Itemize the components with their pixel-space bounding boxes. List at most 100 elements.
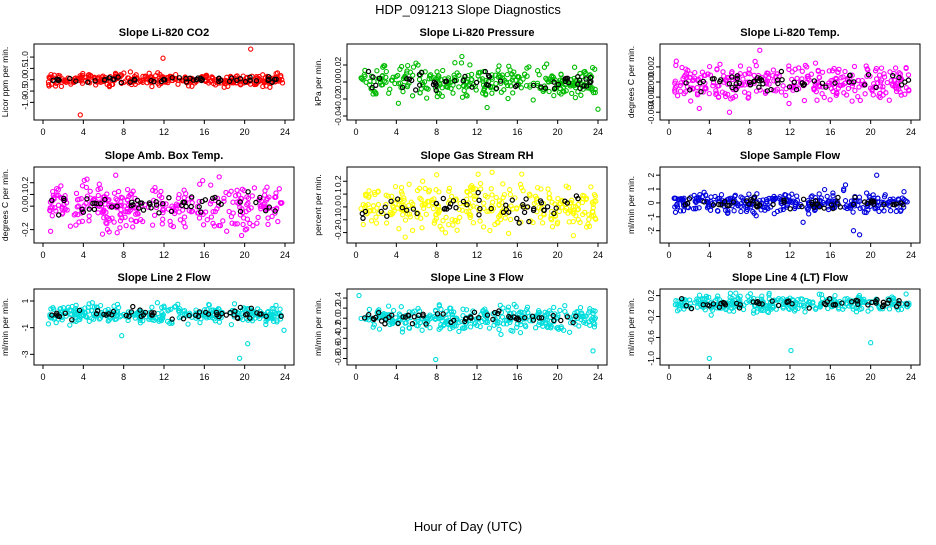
data-point — [434, 69, 440, 75]
data-point — [484, 319, 491, 326]
reference-point — [216, 313, 222, 320]
data-point — [67, 223, 74, 229]
reference-point — [176, 75, 183, 81]
reference-point — [148, 205, 154, 211]
panel-8: Slope Line 3 Flow ml/min per min. 0 4 8 12 16 2… — [313, 272, 608, 382]
y-tick-label: -0.2 — [20, 222, 30, 237]
data-point — [457, 214, 463, 221]
x-tick-label: 8 — [121, 127, 126, 137]
x-tick-label: 20 — [240, 372, 250, 382]
data-point — [244, 216, 251, 222]
reference-point — [779, 77, 785, 83]
x-tick-label: 24 — [280, 127, 290, 137]
data-point — [206, 302, 212, 308]
data-point — [828, 85, 834, 92]
reference-point — [581, 83, 587, 89]
reference-point — [138, 313, 144, 319]
y-axis-label: ml/min per min. — [313, 298, 323, 356]
reference-point — [471, 309, 478, 315]
data-point — [366, 188, 372, 194]
data-point — [532, 325, 539, 331]
reference-point — [829, 202, 835, 208]
reference-point — [73, 78, 79, 84]
data-point — [835, 85, 842, 91]
data-point — [566, 329, 573, 335]
x-tick-label: 20 — [866, 372, 876, 382]
data-point — [887, 196, 893, 203]
y-tick-label: 1 — [20, 298, 30, 303]
reference-point — [419, 69, 425, 76]
outlier-point — [238, 232, 245, 239]
y-tick-label: 0.1 — [333, 188, 343, 200]
reference-point — [551, 317, 557, 324]
data-point — [676, 306, 682, 312]
data-point — [592, 86, 598, 93]
panel-title: Slope Amb. Box Temp. — [105, 150, 224, 162]
data-point — [62, 308, 68, 314]
data-point — [196, 198, 202, 205]
reference-point — [266, 74, 272, 80]
reference-point — [50, 77, 56, 84]
data-point — [156, 193, 163, 199]
reference-point — [462, 316, 469, 322]
data-point — [759, 293, 765, 299]
y-tick-label: -2 — [646, 227, 656, 235]
data-point — [692, 69, 698, 76]
data-point — [458, 60, 465, 66]
y-tick-label: -0.1 — [333, 212, 343, 227]
reference-point — [551, 210, 557, 217]
data-point — [534, 68, 541, 74]
reference-point — [544, 204, 551, 210]
data-point — [777, 194, 783, 200]
data-point — [209, 314, 216, 321]
data-point — [717, 61, 723, 67]
outlier-point — [595, 106, 601, 112]
data-point — [161, 304, 167, 310]
outlier-point — [77, 112, 83, 118]
data-point — [128, 217, 134, 223]
data-point — [857, 97, 863, 104]
reference-point — [183, 203, 189, 210]
data-point — [881, 208, 887, 214]
reference-point — [726, 80, 733, 87]
data-point — [419, 225, 425, 231]
reference-point — [865, 302, 871, 308]
data-point — [770, 72, 776, 79]
data-point — [578, 310, 585, 316]
reference-point — [56, 77, 62, 83]
reference-point — [781, 199, 787, 205]
reference-point — [242, 312, 249, 318]
reference-point — [886, 297, 892, 303]
data-point — [414, 187, 421, 194]
data-point — [410, 64, 417, 70]
panel-title: Slope Li-820 Temp. — [740, 27, 839, 39]
reference-point — [450, 198, 457, 204]
data-point — [390, 203, 396, 209]
outlier-point — [590, 348, 596, 354]
panel-title: Slope Line 2 Flow — [118, 272, 211, 284]
data-point — [450, 222, 456, 228]
x-tick-label: 4 — [707, 127, 712, 137]
data-point — [750, 310, 757, 316]
data-point — [221, 195, 227, 201]
data-point — [677, 82, 683, 89]
data-point — [200, 177, 206, 184]
data-point — [417, 195, 423, 201]
x-tick-label: 24 — [593, 372, 603, 382]
reference-point — [688, 305, 695, 312]
data-point — [125, 75, 131, 81]
data-point — [741, 89, 748, 95]
data-point — [414, 214, 420, 220]
data-point — [109, 215, 115, 221]
reference-point — [724, 202, 730, 209]
y-tick-label: -0.5 — [20, 83, 30, 98]
data-point — [530, 97, 536, 103]
data-point — [387, 209, 393, 216]
reference-point — [110, 76, 116, 83]
reference-point — [791, 79, 797, 86]
data-point — [573, 213, 579, 219]
reference-point — [894, 303, 900, 309]
data-point — [67, 322, 73, 328]
data-point — [133, 72, 139, 78]
